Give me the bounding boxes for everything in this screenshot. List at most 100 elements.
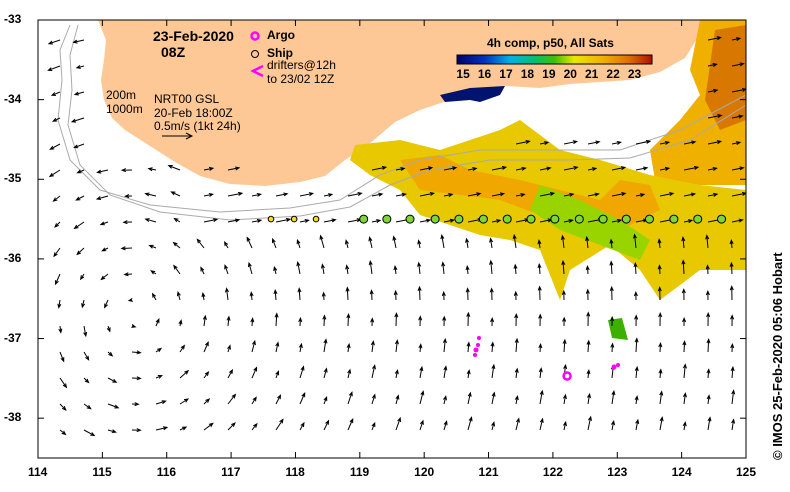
- current-arrow: [323, 338, 328, 353]
- current-arrow: [491, 165, 508, 171]
- sst-patches: [350, 20, 746, 340]
- current-arrow: [657, 238, 662, 249]
- current-arrow: [683, 219, 694, 224]
- current-arrow: [537, 285, 542, 301]
- current-arrow: [489, 287, 494, 301]
- ship-position-marker: [502, 214, 512, 224]
- current-arrow: [611, 218, 623, 223]
- current-arrow: [296, 238, 301, 249]
- current-arrow: [54, 221, 61, 228]
- current-arrow: [275, 394, 282, 405]
- current-arrow: [634, 395, 639, 405]
- current-arrow: [59, 351, 65, 363]
- current-arrow: [173, 217, 181, 223]
- current-arrow: [467, 416, 473, 431]
- current-arrow: [706, 338, 711, 353]
- current-arrow: [275, 418, 284, 431]
- current-arrow: [561, 289, 566, 301]
- current-arrow: [561, 259, 566, 275]
- current-arrow: [320, 263, 325, 275]
- current-arrow: [395, 416, 401, 431]
- lon-tick-label: 121: [478, 465, 499, 479]
- current-arrow: [683, 140, 697, 145]
- current-arrow: [346, 313, 351, 327]
- current-arrow: [227, 218, 241, 223]
- current-arrow: [321, 291, 326, 301]
- current-arrow: [297, 287, 302, 301]
- current-arrow: [515, 166, 527, 171]
- lat-tick-label: -34: [4, 91, 22, 106]
- current-arrow: [683, 192, 697, 197]
- current-arrow: [123, 272, 133, 277]
- colorbar: [456, 54, 653, 65]
- current-arrow: [467, 167, 478, 172]
- current-arrow: [418, 315, 423, 327]
- argo-floats: [562, 371, 572, 381]
- current-arrow: [203, 341, 209, 353]
- ship-position-marker: [454, 214, 464, 224]
- current-arrow: [707, 140, 723, 145]
- current-arrow: [659, 166, 671, 171]
- current-arrow: [491, 421, 496, 431]
- current-arrow: [730, 365, 735, 379]
- ship-position-marker: [267, 215, 275, 223]
- current-arrow: [155, 318, 160, 327]
- current-arrow: [251, 192, 263, 197]
- current-arrow: [632, 233, 637, 249]
- current-arrow: [442, 315, 447, 327]
- current-arrow: [562, 316, 567, 327]
- current-arrow: [299, 218, 310, 223]
- colorbar-tick-label: 17: [499, 67, 513, 81]
- current-arrow: [226, 315, 231, 327]
- current-arrow: [731, 166, 745, 171]
- current-arrow: [55, 273, 61, 286]
- current-arrow: [104, 299, 109, 309]
- current-arrow: [250, 317, 255, 327]
- current-arrow: [610, 315, 615, 327]
- current-arrow: [682, 363, 687, 379]
- current-arrow: [249, 291, 254, 301]
- current-arrow: [562, 420, 567, 431]
- current-arrow: [368, 236, 373, 249]
- current-arrow: [370, 317, 375, 327]
- current-arrow: [178, 319, 183, 327]
- current-arrow: [48, 169, 61, 178]
- current-arrow: [371, 421, 376, 431]
- lon-tick-label: 118: [285, 465, 305, 479]
- altimetry-source: NRT00 GSL: [154, 92, 220, 106]
- current-arrow: [731, 37, 742, 42]
- current-arrow: [635, 193, 646, 198]
- current-arrow: [227, 368, 234, 379]
- colorbar-tick-label: 22: [606, 67, 620, 81]
- current-arrow: [515, 193, 526, 197]
- current-arrow: [682, 392, 687, 405]
- current-arrow: [75, 195, 85, 201]
- current-arrow: [515, 139, 531, 145]
- current-arrow: [393, 289, 398, 301]
- current-arrow: [682, 316, 687, 327]
- current-arrow: [345, 286, 350, 301]
- current-arrow: [155, 375, 163, 379]
- current-arrow: [539, 141, 550, 146]
- current-arrow: [368, 259, 373, 275]
- current-arrow: [681, 259, 686, 275]
- current-arrow: [371, 165, 388, 171]
- ship-legend-icon: [251, 50, 259, 58]
- current-arrow: [443, 218, 456, 223]
- map-date: 23-Feb-2020: [153, 28, 234, 44]
- current-arrow: [682, 340, 687, 353]
- current-arrow: [560, 234, 565, 249]
- current-arrow: [144, 192, 157, 197]
- current-arrow: [395, 167, 406, 171]
- current-arrow: [705, 290, 710, 301]
- colorbar-tick-label: 21: [585, 67, 599, 81]
- current-arrow: [76, 169, 85, 174]
- current-arrow: [441, 290, 446, 301]
- current-arrow: [203, 422, 214, 431]
- current-arrow: [707, 36, 723, 41]
- current-arrow: [59, 377, 68, 389]
- current-arrow: [609, 238, 614, 249]
- current-arrow: [73, 91, 85, 96]
- current-arrow: [514, 367, 519, 379]
